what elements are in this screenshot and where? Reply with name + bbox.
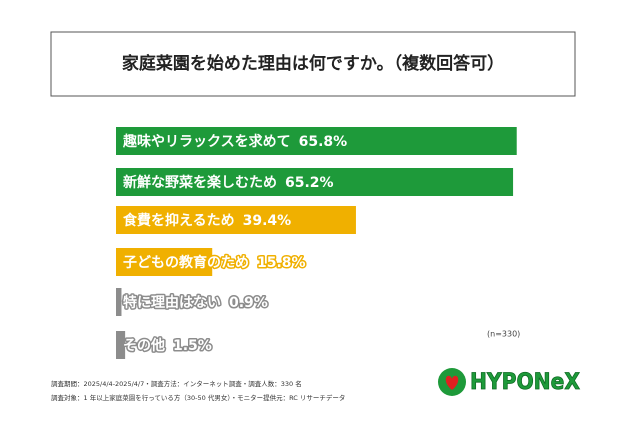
bar-label: 趣味やリラックスを求めて 65.8% [122, 133, 347, 150]
bar-label: 新鮮な野菜を楽しむため 65.2% [123, 174, 334, 191]
bar-label: 食費を抑えるため 39.4% [123, 212, 291, 229]
bar [116, 127, 517, 155]
value-label: 39.4% [243, 213, 292, 229]
bar-label: 子どもの教育のため 15.8% [123, 254, 306, 271]
bar [116, 248, 213, 276]
value-label: 0.9% [229, 295, 268, 311]
bar [116, 288, 122, 316]
bar-label: その他 1.5% [123, 337, 212, 354]
category-label: 食費を抑えるため [123, 212, 235, 229]
bar [116, 206, 356, 234]
logo-text: HYPONeX [470, 370, 580, 395]
value-label: 65.8% [299, 134, 348, 150]
value-label: 1.5% [173, 338, 212, 354]
footnote: 調査期間：2025/4/4-2025/4/7・調査方法：インターネット調査・調査… [51, 379, 302, 388]
category-label: 特に理由はない [123, 294, 221, 311]
logo: HYPONeX [438, 368, 580, 396]
sample-note: (n=330) [487, 330, 520, 339]
footnote: 調査対象：1 年以上家庭菜園を行っている方（30-50 代男女）・モニター提供元… [51, 393, 345, 402]
category-label: 新鮮な野菜を楽しむため [123, 174, 277, 191]
value-label: 65.2% [285, 175, 334, 191]
category-label: 趣味やリラックスを求めて [122, 133, 291, 150]
category-label: その他 [123, 337, 165, 354]
value-label: 15.8% [257, 255, 306, 271]
title-box [50, 31, 576, 97]
category-label: 子どもの教育のため [123, 254, 249, 271]
bar [116, 331, 126, 359]
logo-heart [445, 375, 459, 390]
bar-label: 特に理由はない 0.9% [123, 294, 268, 311]
chart-title: 家庭菜園を始めた理由は何ですか。（複数回答可） [122, 53, 504, 74]
bar [116, 168, 514, 196]
